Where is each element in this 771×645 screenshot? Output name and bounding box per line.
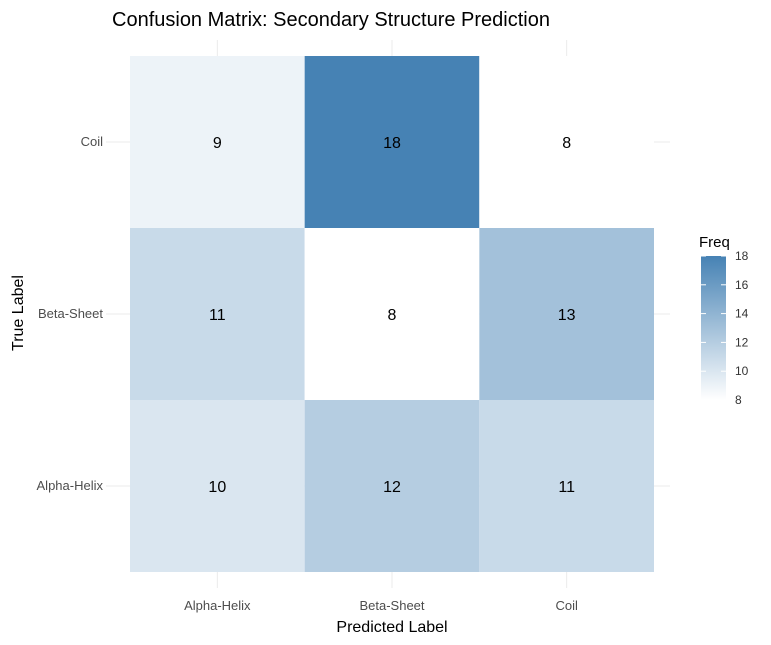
y-tick-label: Coil xyxy=(81,134,104,149)
legend: Freq 8 10 12 14 16 18 xyxy=(699,234,749,407)
legend-ticks: 8 10 12 14 16 18 xyxy=(701,249,749,407)
chart-title: Confusion Matrix: Secondary Structure Pr… xyxy=(112,9,550,31)
cell-value-label: 12 xyxy=(383,479,401,496)
y-axis-ticks: Alpha-Helix Beta-Sheet Coil xyxy=(37,134,104,493)
heatmap-cell-alpha-helix-beta-sheet xyxy=(304,400,480,572)
y-tick-label: Alpha-Helix xyxy=(37,478,104,493)
x-axis-title: Predicted Label xyxy=(336,619,447,636)
cell-value-label: 8 xyxy=(562,135,571,152)
heatmap-cell-beta-sheet-coil xyxy=(479,228,654,400)
cell-value-label: 11 xyxy=(209,307,226,324)
y-tick-label: Beta-Sheet xyxy=(38,306,103,321)
y-axis-title: True Label xyxy=(10,275,27,351)
cell-value-label: 10 xyxy=(208,479,226,496)
heatmap-cell-labels: 10 12 11 11 8 13 9 18 8 xyxy=(208,135,575,496)
heatmap-cell-alpha-helix-alpha-helix xyxy=(130,400,305,572)
legend-tick-label: 12 xyxy=(735,335,749,349)
cell-value-label: 9 xyxy=(213,135,222,152)
cell-value-label: 13 xyxy=(558,307,576,324)
heatmap-cell-beta-sheet-beta-sheet xyxy=(304,228,480,400)
legend-colorbar xyxy=(701,256,726,400)
legend-tick-label: 16 xyxy=(735,278,749,292)
x-tick-label: Alpha-Helix xyxy=(184,598,251,613)
cell-value-label: 8 xyxy=(388,307,397,324)
x-tick-label: Beta-Sheet xyxy=(359,598,424,613)
legend-tick-label: 10 xyxy=(735,364,749,378)
cell-value-label: 18 xyxy=(383,135,401,152)
heatmap-cell-coil-coil xyxy=(479,56,654,228)
legend-title: Freq xyxy=(699,234,730,251)
legend-tick-label: 14 xyxy=(735,307,749,321)
heatmap-cell-alpha-helix-coil xyxy=(479,400,654,572)
legend-tick-label: 8 xyxy=(735,393,742,407)
x-axis-ticks: Alpha-Helix Beta-Sheet Coil xyxy=(184,598,578,613)
legend-tick-label: 18 xyxy=(735,249,749,263)
x-tick-label: Coil xyxy=(555,598,578,613)
heatmap-cell-coil-beta-sheet xyxy=(304,56,480,228)
heatmap-cell-beta-sheet-alpha-helix xyxy=(130,228,305,400)
cell-value-label: 11 xyxy=(558,479,575,496)
heatmap-cells xyxy=(130,56,654,572)
heatmap-cell-coil-alpha-helix xyxy=(130,56,305,228)
